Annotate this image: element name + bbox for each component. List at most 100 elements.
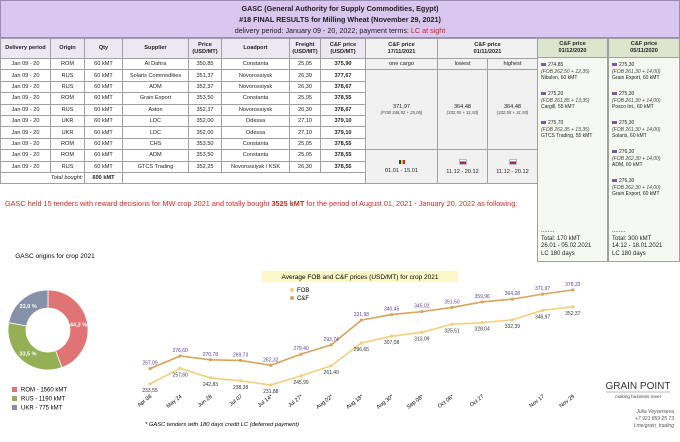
cell: 60 kMT	[84, 137, 123, 151]
table-row: Jan 09 - 20 ROM 60 kMT Al Dahra 350,85 Consta…	[0, 57, 538, 71]
point	[178, 354, 182, 358]
value-label: 352,37	[565, 311, 581, 317]
legend-swatch	[12, 405, 17, 410]
x-tick-label: Sep 08*	[406, 393, 426, 410]
cell: 25,05	[289, 149, 321, 162]
offer-price: 364,48	[503, 104, 522, 111]
offer-dates-cell: 01.01 - 15.01	[365, 149, 438, 185]
cell: 60 kMT	[84, 114, 123, 128]
contact-line: t.me/grain_trading	[634, 423, 675, 429]
cell: 26,30	[289, 160, 321, 173]
cell: Jan 09 - 20	[0, 149, 51, 162]
point	[390, 312, 394, 317]
cell: CHS	[122, 137, 189, 151]
cell: 379,10	[320, 114, 366, 128]
history-offer-price-line: 275,20	[541, 91, 604, 98]
column-header: Freight (USD/MT)	[289, 38, 321, 59]
cell: Novorossiysk / KSK	[221, 160, 290, 173]
cell: ADM	[122, 149, 189, 162]
legend-marker	[290, 288, 294, 292]
history-offer-supplier: Nibulon, 60 kMT	[541, 75, 578, 81]
history-totals: ........ Total: 170 kMT 26.01 - 05.02.2021…	[538, 228, 607, 261]
value-label: 371,97	[535, 286, 551, 292]
cell: ROM	[50, 137, 85, 151]
previous-title: C&F price	[474, 41, 501, 48]
offer-label: highest	[487, 57, 538, 71]
cell: Novorossiysk	[221, 80, 290, 94]
cell: 25,05	[289, 57, 321, 71]
history-header: C&F price 05/11/2020	[609, 39, 679, 58]
cell: Constanta	[221, 92, 290, 105]
point	[359, 318, 363, 322]
cell: Jan 09 - 20	[0, 57, 51, 71]
history-totals: ........ Total: 300 kMT 14.12 - 18.01.2021…	[609, 228, 679, 261]
cell: RUS	[50, 80, 85, 94]
cell: LDC	[122, 126, 189, 139]
note-before: GASC held 15 tenders with reward decisio…	[5, 199, 272, 208]
history-offer: 275,30 (FOB 261,30 + 14,00) Posco Int., 60…	[609, 87, 679, 116]
history-offer-detail: (FOB 261,30 + 14,00)	[612, 97, 661, 104]
value-label: 238,38	[233, 385, 249, 391]
cell: Jan 09 - 20	[0, 137, 51, 151]
cell: Odessa	[221, 114, 290, 128]
cell: Jan 09 - 20	[0, 126, 51, 139]
history-offer-price: 275,30	[619, 120, 635, 126]
cell: 351,37	[188, 69, 222, 82]
history-offer-price-line: 275,30	[612, 120, 676, 127]
cell: Jan 09 - 20	[0, 114, 51, 128]
point	[299, 374, 303, 378]
previous-header: C&F price 01/11/2021	[437, 38, 538, 59]
title-band	[262, 271, 458, 282]
cell: 352,37	[188, 103, 222, 116]
value-label: 262,32	[263, 357, 279, 363]
value-label: 346,97	[535, 314, 551, 320]
point	[239, 379, 243, 383]
value-label: 257,60	[173, 372, 189, 378]
value-label: 269,73	[233, 352, 249, 358]
slice-label: 33,5 %	[19, 352, 36, 358]
offer-detail: (FOB 346,92 + 25,05)	[380, 110, 423, 116]
cell: ROM	[50, 57, 85, 71]
history-column: C&F price 01/12/2020 274,85 (FOB 262,50 + 1…	[537, 38, 608, 262]
previous-date: 01/11/2021	[473, 48, 502, 55]
cell: 378,55	[320, 92, 366, 105]
cell: 26,30	[289, 80, 321, 94]
cell: 25,05	[289, 137, 321, 151]
history-total: Total: 300 kMT	[612, 235, 652, 242]
column-header: Loadport	[221, 38, 290, 59]
column-header: Delivery period	[0, 38, 51, 59]
cell: 60 kMT	[84, 149, 123, 162]
history-offer-price-line: 275,30	[612, 91, 676, 98]
cell: Odessa	[221, 126, 290, 139]
history-offer-price: 274,85	[548, 62, 564, 68]
point	[269, 383, 273, 387]
legend-label: UKR - 775 kMT	[21, 406, 63, 412]
value-label: 242,83	[203, 382, 219, 388]
value-label: 293,74	[324, 337, 340, 343]
cell: RUS	[50, 160, 85, 173]
cell: 60 kMT	[84, 69, 123, 82]
cell: UKR	[50, 126, 85, 139]
history-offer-supplier: ADM, 60 kMT	[612, 162, 643, 168]
flag-icon	[541, 92, 546, 95]
cell: 352,37	[188, 80, 222, 94]
note: GASC held 15 tenders with reward decisio…	[5, 199, 517, 208]
cell: Al Dahra	[122, 57, 189, 71]
offer-price-cell: 364,48 (332,55 + 31,93)	[487, 69, 538, 151]
previous-title: C&F price	[388, 41, 415, 48]
point	[359, 341, 363, 345]
cell: Jan 09 - 20	[0, 92, 51, 105]
point	[571, 305, 575, 309]
value-label: 279,40	[293, 346, 309, 352]
history-offer-supplier: Posco Int., 60 kMT	[612, 104, 654, 110]
history-offer-price: 275,20	[548, 91, 564, 97]
previous-header: C&F price 17/11/2021	[365, 38, 438, 59]
history-offer-price-line: 275,70	[541, 120, 604, 127]
point	[541, 308, 545, 312]
point	[510, 297, 514, 301]
slice-label: 22,0 %	[20, 304, 37, 310]
point	[510, 318, 514, 322]
cell: 60 kMT	[84, 92, 123, 105]
flag-icon	[612, 121, 617, 124]
